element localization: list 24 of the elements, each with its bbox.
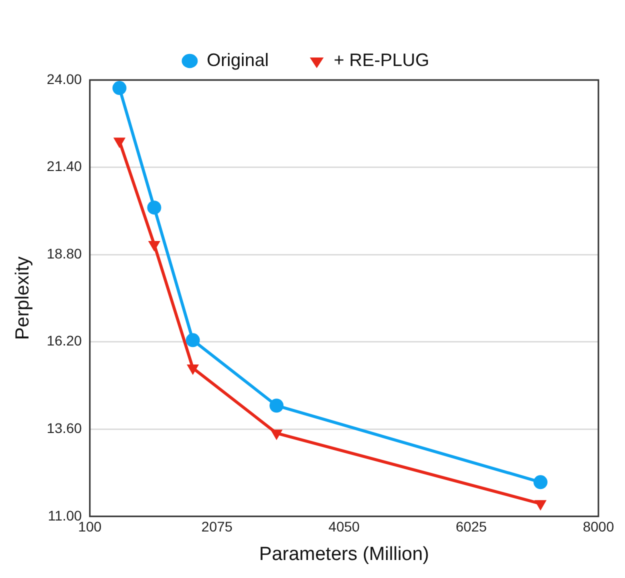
point: [148, 240, 160, 252]
y-tick-label: 24.00: [46, 70, 82, 87]
point: [186, 333, 200, 348]
y-tick-label: 16.20: [46, 332, 82, 349]
y-tick-label: 21.40: [46, 158, 82, 174]
x-tick-label: 8000: [582, 518, 614, 535]
point: [270, 398, 284, 413]
x-tick-label: 6025: [456, 518, 488, 535]
point: [534, 500, 547, 511]
x-tick-label: 4050: [328, 518, 360, 535]
y-axis-title: Perplexity: [12, 256, 34, 340]
point: [147, 200, 162, 215]
x-axis-title: Parameters (Million): [259, 544, 430, 565]
legend-label: Original: [206, 50, 269, 70]
x-tick-label: 2075: [201, 518, 233, 535]
legend-label: + RE-PLUG: [334, 50, 430, 70]
point: [186, 364, 199, 376]
point: [533, 475, 548, 490]
y-tick-label: 18.80: [46, 245, 82, 262]
y-tick-label: 11.00: [48, 507, 82, 524]
point: [113, 138, 126, 148]
point: [270, 430, 283, 440]
point: [112, 81, 126, 96]
y-tick-label: 13.60: [46, 420, 82, 436]
